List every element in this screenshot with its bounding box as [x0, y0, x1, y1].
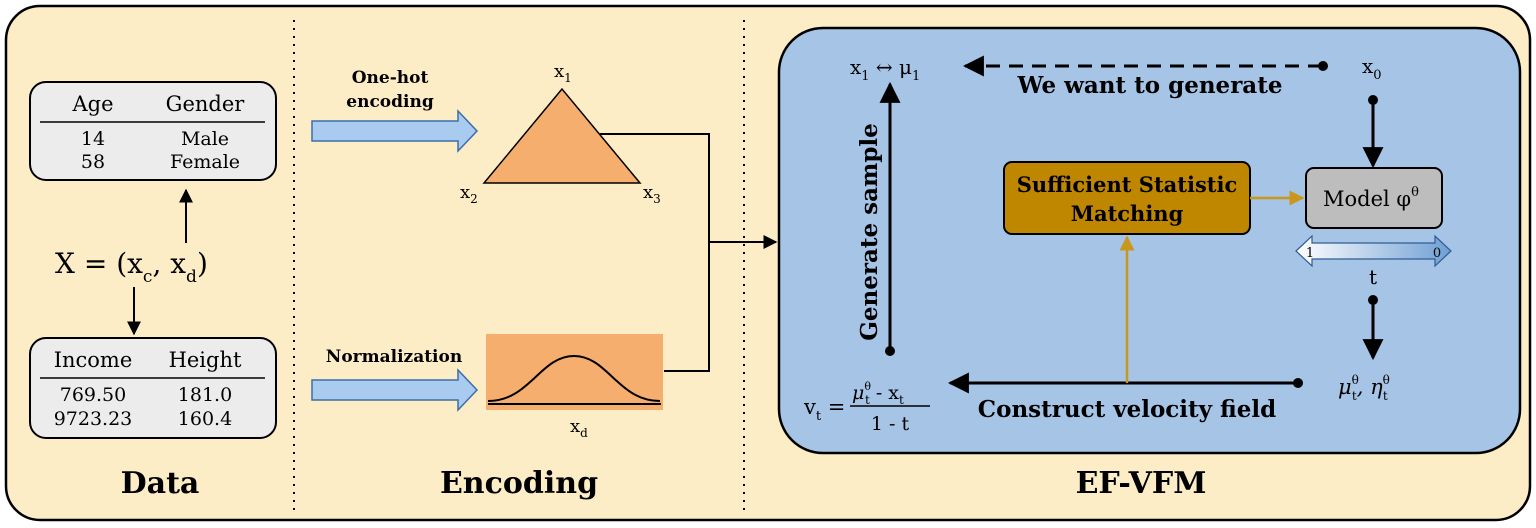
header-age: Age — [71, 92, 113, 116]
time-arrow — [1295, 234, 1452, 268]
dot-x0-start — [1318, 61, 1328, 71]
model-box — [1305, 167, 1443, 229]
normalization-arrow — [311, 368, 479, 412]
table-age-gender — [29, 81, 277, 181]
label-onehot-2: encoding — [346, 92, 434, 112]
section-title-encoding: Encoding — [440, 466, 598, 501]
vertex-x3: x3 — [643, 182, 661, 206]
cell-gender-2: Female — [170, 151, 240, 173]
section-title-efvfm: EF-VFM — [1076, 466, 1207, 501]
cell-age-1: 14 — [81, 128, 105, 150]
ssm-label-1: Sufficient Statistic — [1017, 172, 1238, 197]
cell-height-2: 160.4 — [178, 408, 232, 430]
label-normalization: Normalization — [326, 347, 462, 367]
header-height: Height — [169, 348, 242, 372]
cell-gender-1: Male — [181, 128, 229, 150]
cell-height-1: 181.0 — [178, 384, 232, 406]
time-start-label: 1 — [1306, 246, 1314, 261]
ssm-label-2: Matching — [1071, 201, 1184, 226]
time-end-label: 0 — [1433, 246, 1441, 261]
efvfm-box — [777, 26, 1522, 455]
label-t: t — [1369, 265, 1377, 289]
vertex-x2: x2 — [460, 182, 478, 206]
model-label: Model φθ — [1323, 185, 1419, 211]
cell-income-2: 9723.23 — [54, 408, 133, 430]
formula-numerator: μθ t - xt — [852, 380, 904, 407]
section-title-data: Data — [121, 466, 200, 501]
label-construct: Construct velocity field — [978, 396, 1276, 423]
data-panel: Age Gender 14 Male 58 Female Income Heig… — [29, 81, 277, 501]
table-income-height — [29, 337, 277, 439]
x-definition: X = (xc, xd) — [55, 247, 208, 287]
cell-age-2: 58 — [81, 151, 105, 173]
efvfm-panel: x1 ↔ μ1 We want to generate x0 Generate … — [777, 26, 1522, 501]
label-vt: vt = — [803, 395, 845, 424]
dot-generate-start — [885, 346, 895, 356]
label-x1-mu1: x1 ↔ μ1 — [850, 55, 920, 84]
gaussian-curve — [487, 354, 661, 402]
merge-connector — [600, 133, 710, 372]
label-xd: xd — [570, 416, 588, 440]
dot-construct-start — [1293, 378, 1303, 388]
gaussian-box — [486, 334, 663, 410]
label-onehot-1: One-hot — [352, 68, 429, 88]
header-gender: Gender — [166, 92, 246, 116]
header-income: Income — [54, 348, 133, 372]
simplex-triangle — [482, 87, 642, 184]
encoding-panel: One-hot encoding x1 x2 x3 Normalization … — [311, 61, 778, 501]
formula-denominator: 1 - t — [871, 413, 910, 435]
label-we-want: We want to generate — [1017, 72, 1283, 99]
label-x0: x0 — [1362, 54, 1382, 83]
label-mu-eta: μθ t, ηθ t — [1338, 373, 1390, 403]
onehot-arrow — [311, 109, 479, 153]
cell-income-1: 769.50 — [60, 384, 126, 406]
label-generate-sample: Generate sample — [856, 123, 883, 341]
vertex-x1: x1 — [554, 61, 572, 85]
